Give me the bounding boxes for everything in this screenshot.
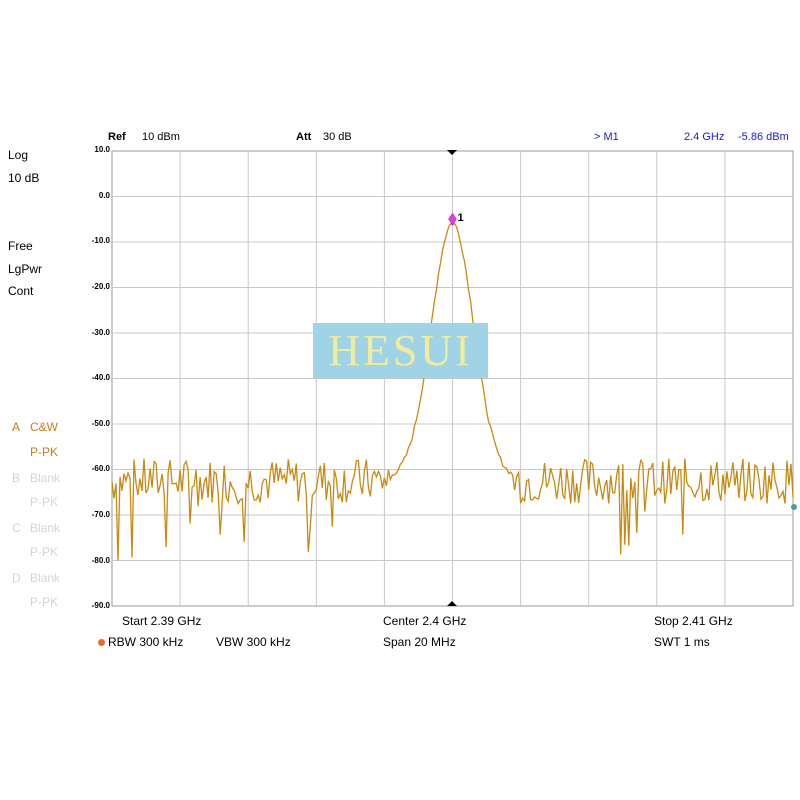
trace-d-letter: D [12, 571, 21, 585]
att-value: 30 dB [323, 131, 352, 143]
att-label: Att [296, 131, 312, 143]
marker-label: > M1 [594, 131, 619, 143]
y-tick-label: 10.0 [94, 145, 110, 154]
stop-frequency: Stop 2.41 GHz [654, 614, 733, 628]
detector-mode: LgPwr [8, 262, 43, 276]
trace-c-mode[interactable]: Blank [30, 521, 61, 535]
scale-div: 10 dB [8, 171, 40, 185]
trace-b-letter: B [12, 471, 21, 485]
y-tick-label: -10.0 [91, 236, 110, 245]
trace-d-detector[interactable]: P-PK [30, 595, 59, 609]
watermark-text: HESUI [328, 326, 473, 375]
trace-a-mode[interactable]: C&W [30, 420, 58, 434]
vbw-setting: VBW 300 kHz [216, 635, 291, 649]
start-frequency: Start 2.39 GHz [122, 614, 202, 628]
trace-d-mode[interactable]: Blank [30, 571, 61, 585]
y-tick-label: -40.0 [91, 373, 110, 382]
y-tick-label: 0.0 [98, 191, 110, 200]
ref-value: 10 dBm [142, 131, 180, 143]
trace-a-detector[interactable]: P-PK [30, 445, 59, 459]
center-bottom-marker-icon [447, 601, 457, 606]
rbw-value: RBW 300 kHz [108, 635, 184, 649]
trace-c-detector[interactable]: P-PK [30, 545, 59, 559]
trigger-mode: Free [8, 239, 33, 253]
sweep-time: SWT 1 ms [654, 635, 710, 649]
marker-diamond-icon [448, 212, 457, 226]
y-tick-label: -60.0 [91, 464, 110, 473]
trace-b-detector[interactable]: P-PK [30, 495, 59, 509]
ref-label: Ref [108, 131, 126, 143]
watermark-logo: HESUI [313, 323, 488, 378]
rbw-indicator-icon [98, 639, 105, 647]
span-setting: Span 20 MHz [383, 635, 456, 649]
trace-end-indicator-icon [791, 504, 797, 510]
scale-mode: Log [8, 148, 29, 162]
marker-level: -5.86 dBm [738, 131, 789, 143]
trace-c-letter: C [12, 521, 21, 535]
y-tick-label: -30.0 [91, 328, 110, 337]
marker-freq: 2.4 GHz [684, 131, 725, 143]
marker-number: 1 [458, 212, 464, 224]
y-tick-label: -80.0 [91, 556, 110, 565]
y-tick-label: -70.0 [91, 510, 110, 519]
y-tick-label: -20.0 [91, 282, 110, 291]
y-tick-label: -50.0 [91, 419, 110, 428]
trace-a-letter: A [12, 420, 21, 434]
y-tick-label: -90.0 [91, 601, 110, 610]
sweep-mode: Cont [8, 284, 34, 298]
trace-b-mode[interactable]: Blank [30, 471, 61, 485]
rbw-setting: RBW 300 kHz [98, 635, 183, 649]
center-top-marker-icon [447, 150, 457, 155]
center-frequency: Center 2.4 GHz [383, 614, 467, 628]
plot-grid [111, 150, 794, 607]
